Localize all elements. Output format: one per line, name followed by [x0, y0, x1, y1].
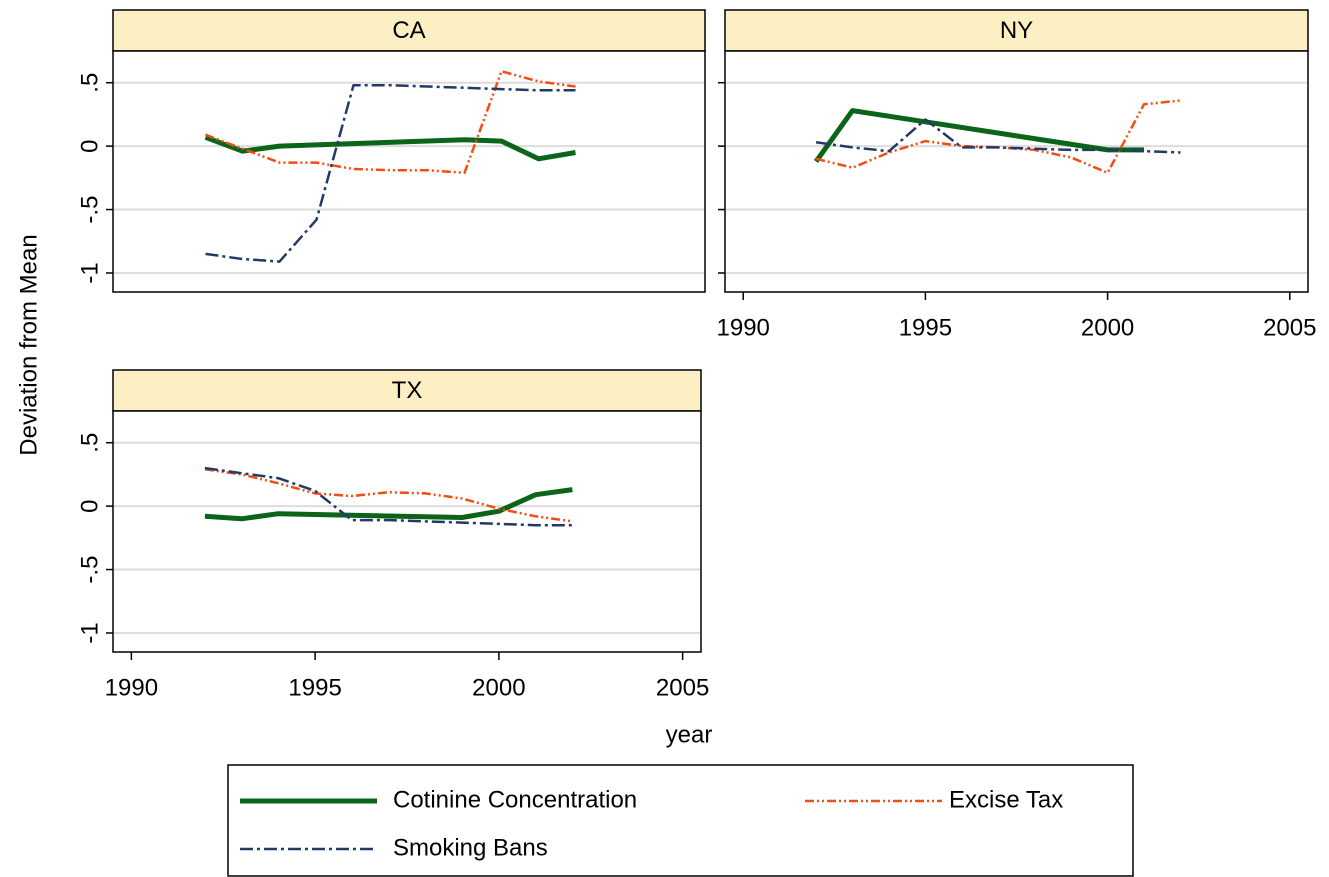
- plot-area: [112, 50, 706, 293]
- x-tick-label: 1995: [899, 314, 952, 341]
- x-tick-label: 1990: [717, 314, 770, 341]
- x-tick-label: 2000: [1081, 314, 1134, 341]
- series-line: [205, 83, 576, 263]
- y-tick-label: -1: [76, 622, 103, 643]
- x-tick-label: 1990: [105, 674, 158, 701]
- y-tick-label: .5: [76, 73, 103, 93]
- y-tick-label: 0: [76, 139, 103, 152]
- panel-header: [724, 9, 1309, 52]
- x-tick-label: 2005: [656, 674, 709, 701]
- series-line: [815, 118, 1181, 154]
- panel-title: TX: [392, 377, 423, 404]
- legend-label: Excise Tax: [949, 786, 1063, 813]
- y-tick-label: 0: [76, 499, 103, 512]
- y-tick-label: .5: [76, 433, 103, 453]
- series-line: [204, 468, 573, 523]
- x-tick-label: 2000: [472, 674, 525, 701]
- series-line: [204, 134, 576, 162]
- plot-area: [112, 410, 702, 653]
- panel-title: NY: [1000, 17, 1033, 44]
- legend-label: Cotinine Concentration: [393, 786, 637, 813]
- x-tick-label: 1995: [288, 674, 341, 701]
- y-tick-label: -.5: [76, 556, 103, 584]
- series-line: [204, 487, 573, 522]
- y-tick-label: -1: [76, 262, 103, 283]
- panel-header: [112, 369, 702, 412]
- x-tick-label: 2005: [1263, 314, 1316, 341]
- plot-area: [724, 50, 1309, 293]
- series-line: [204, 466, 573, 527]
- panel-header: [112, 9, 706, 52]
- y-tick-label: -.5: [76, 196, 103, 224]
- legend-box: [227, 764, 1134, 877]
- y-axis-label: Deviation from Mean: [15, 234, 42, 455]
- panel-title: CA: [392, 17, 425, 44]
- x-axis-label: year: [666, 721, 713, 748]
- legend-label: Smoking Bans: [393, 834, 548, 861]
